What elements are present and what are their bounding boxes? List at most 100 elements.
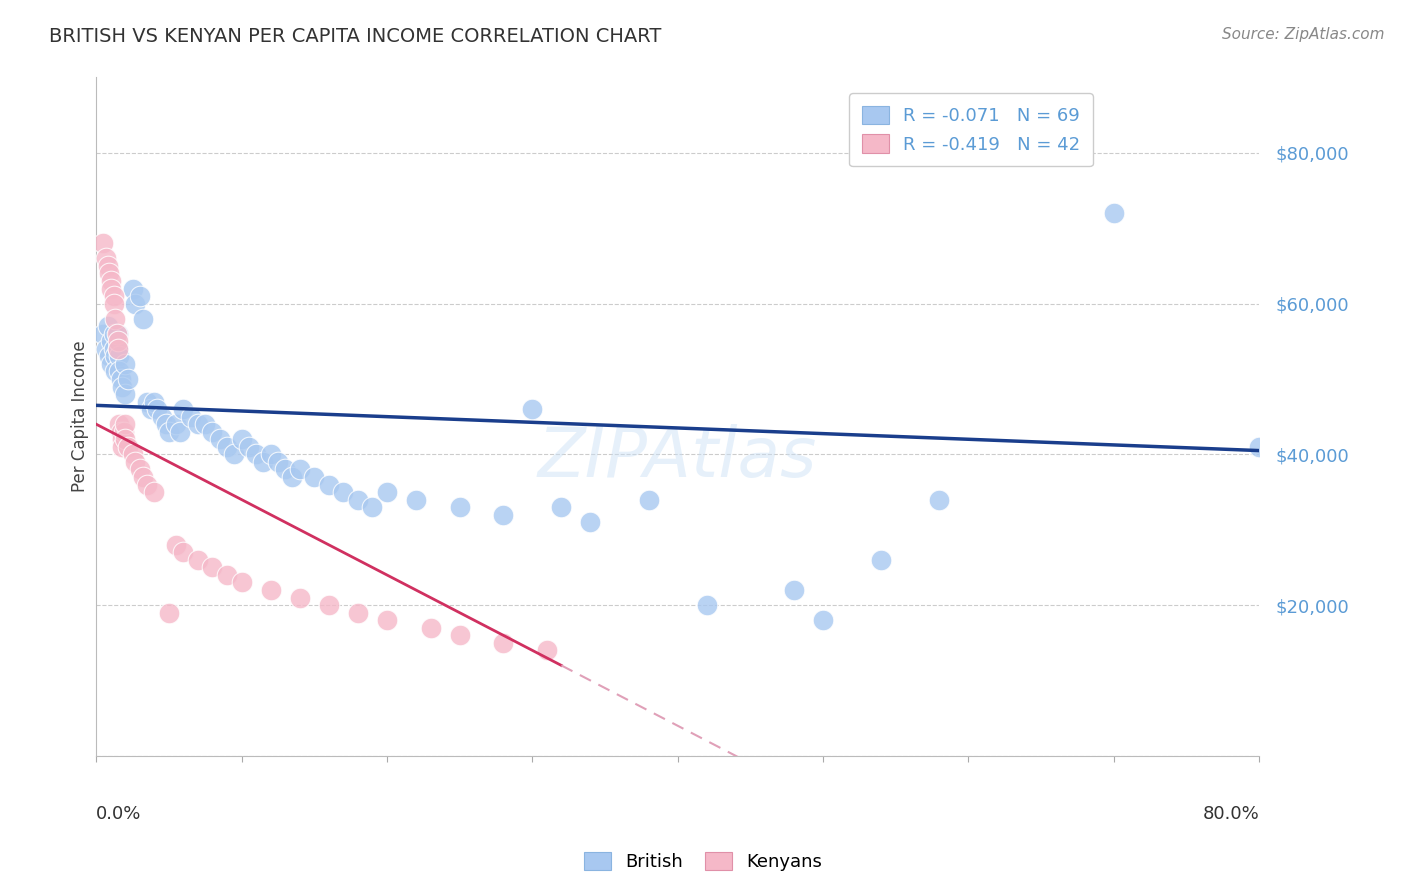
Point (347, 606, 370, 620)
Point (1102, 206, 1125, 220)
Point (141, 402, 163, 417)
Point (108, 364, 131, 378)
Point (100, 281, 122, 295)
Point (579, 515, 602, 529)
Point (449, 500, 471, 515)
Point (143, 485, 166, 500)
Point (215, 440, 238, 454)
Point (361, 500, 384, 515)
Point (97, 319, 120, 334)
Point (550, 500, 572, 515)
Point (419, 621, 441, 635)
Point (332, 485, 354, 500)
Point (124, 296, 146, 310)
Point (117, 440, 139, 454)
Point (637, 492, 659, 507)
Point (103, 342, 125, 356)
Point (110, 425, 132, 439)
Point (536, 643, 558, 657)
Point (103, 326, 125, 341)
Point (318, 598, 340, 612)
Point (114, 432, 136, 446)
Point (121, 281, 143, 295)
Point (96, 342, 118, 356)
Point (98, 267, 121, 281)
Point (98, 349, 121, 363)
Point (97, 259, 120, 273)
Point (201, 560, 224, 574)
Legend: R = -0.071   N = 69, R = -0.419   N = 42: R = -0.071 N = 69, R = -0.419 N = 42 (849, 94, 1092, 166)
Point (143, 394, 166, 409)
Point (114, 357, 136, 371)
Point (267, 455, 290, 469)
Point (131, 470, 153, 484)
Point (208, 432, 231, 446)
Point (928, 492, 950, 507)
Point (811, 613, 834, 627)
Point (111, 432, 134, 446)
Text: 0.0%: 0.0% (96, 805, 142, 823)
Point (187, 417, 209, 432)
Point (405, 492, 427, 507)
Point (146, 402, 169, 417)
Point (96, 252, 118, 266)
Point (100, 357, 122, 371)
Point (274, 462, 297, 476)
Point (111, 440, 134, 454)
Point (111, 379, 134, 393)
Point (231, 432, 253, 446)
Point (131, 311, 153, 326)
Point (150, 409, 173, 424)
Point (108, 417, 131, 432)
Point (375, 613, 398, 627)
Point (112, 425, 135, 439)
Point (180, 409, 202, 424)
Point (107, 326, 129, 341)
Point (492, 636, 515, 650)
Point (103, 289, 125, 303)
Point (93, 236, 115, 251)
Point (107, 334, 129, 349)
Point (128, 289, 150, 303)
Point (100, 274, 122, 288)
Point (1249, 440, 1271, 454)
Point (492, 508, 515, 522)
Y-axis label: Per Capita Income: Per Capita Income (72, 341, 89, 492)
Point (104, 311, 127, 326)
Point (114, 417, 136, 432)
Point (347, 492, 370, 507)
Point (165, 417, 187, 432)
Text: 80.0%: 80.0% (1202, 805, 1260, 823)
Point (105, 326, 128, 341)
Point (124, 455, 146, 469)
Point (136, 477, 159, 491)
Point (318, 477, 340, 491)
Point (104, 349, 127, 363)
Point (870, 553, 893, 567)
Point (93, 326, 115, 341)
Point (121, 447, 143, 461)
Point (259, 447, 281, 461)
Point (136, 394, 159, 409)
Point (169, 425, 191, 439)
Point (114, 387, 136, 401)
Point (107, 342, 129, 356)
Point (288, 591, 311, 605)
Point (696, 598, 718, 612)
Point (783, 582, 806, 597)
Point (224, 447, 246, 461)
Point (103, 296, 125, 310)
Point (187, 553, 209, 567)
Point (238, 440, 260, 454)
Point (259, 582, 281, 597)
Point (128, 462, 150, 476)
Point (107, 342, 129, 356)
Point (172, 402, 194, 417)
Point (288, 462, 311, 476)
Point (172, 545, 194, 559)
Point (375, 485, 398, 500)
Point (194, 417, 217, 432)
Point (108, 349, 131, 363)
Point (252, 455, 274, 469)
Point (449, 628, 471, 642)
